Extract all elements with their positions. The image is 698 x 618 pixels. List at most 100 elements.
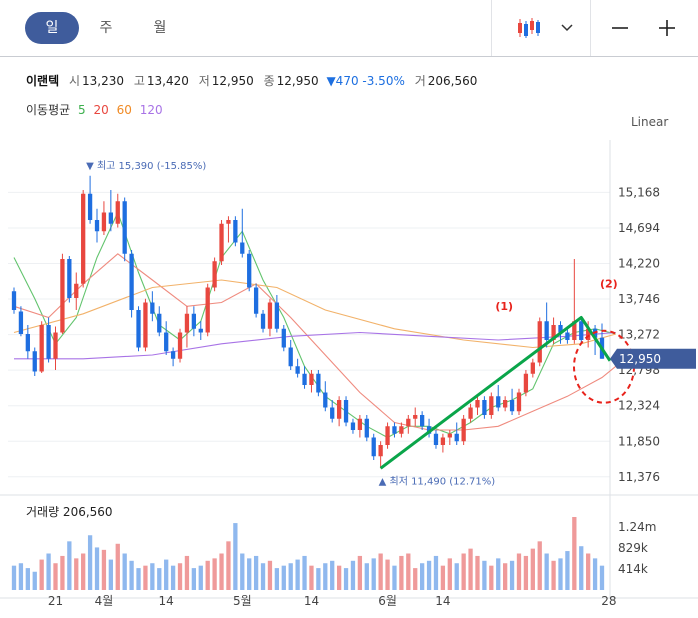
volume-bar	[599, 565, 605, 590]
chart-type-button[interactable]	[505, 0, 585, 56]
x-tick-label: 6월	[378, 594, 397, 608]
x-tick-label: 21	[48, 594, 63, 608]
ma-legend-120: 120	[139, 103, 163, 117]
volume-bar	[530, 548, 535, 590]
candle-body	[357, 418, 363, 430]
volume-bar	[212, 558, 217, 590]
volume-bar	[364, 563, 369, 590]
volume-bar	[101, 549, 107, 590]
candle-body	[343, 400, 349, 423]
tab-day[interactable]: 일	[25, 12, 79, 44]
x-tick-label: 14	[435, 594, 450, 608]
stock-name: 이랜텍	[26, 74, 60, 88]
volume-bar	[468, 548, 473, 590]
candle-body	[260, 313, 266, 329]
volume-bar	[288, 563, 293, 590]
volume-bar	[537, 541, 542, 590]
min-annotation: ▲ 최저 11,490 (12.71%)	[379, 475, 496, 487]
volume-bar	[233, 523, 238, 590]
candle-body	[440, 437, 446, 445]
volume-bar	[143, 565, 148, 590]
candle-body	[157, 313, 162, 333]
volume-bar	[572, 517, 577, 590]
candle-body	[198, 328, 203, 333]
volume-bar	[579, 546, 584, 590]
volume-bar	[509, 560, 515, 590]
candle-body	[108, 212, 113, 224]
volume-bar	[295, 559, 300, 590]
volume-bar	[489, 565, 494, 590]
y-tick-label: 13,746	[618, 292, 660, 306]
candle-body	[46, 325, 51, 359]
volume-bar	[74, 558, 79, 590]
volume-bar	[371, 558, 376, 590]
volume-bar	[267, 560, 273, 590]
zoom-in-icon	[659, 20, 675, 36]
open-value: 13,230	[82, 74, 124, 88]
volume-bar	[274, 568, 280, 590]
candle-body	[413, 415, 418, 419]
volume-bar	[184, 555, 190, 590]
volume-bar	[53, 563, 58, 590]
volume-bar	[323, 563, 328, 590]
top-toolbar: 일 주 월	[0, 0, 698, 57]
tab-week[interactable]: 주	[99, 20, 113, 36]
close-label: 종	[263, 74, 275, 88]
candle-body	[309, 373, 314, 385]
volume-bar	[426, 560, 432, 590]
candle-body	[39, 325, 44, 372]
volume-bar	[205, 560, 210, 590]
volume-bar	[343, 568, 349, 590]
volume-label: 거	[414, 74, 426, 88]
candle-body	[25, 334, 30, 352]
x-tick-label: 4월	[95, 594, 114, 608]
volume-bar	[406, 553, 411, 590]
price-tag	[610, 348, 696, 369]
candle-body	[489, 396, 494, 415]
y-tick-label: 14,694	[618, 221, 660, 235]
volume-tick-label: 414k	[618, 562, 648, 576]
candle-body	[406, 418, 411, 427]
volume-tick-label: 829k	[618, 541, 648, 555]
candle-body	[399, 426, 404, 434]
zoom-in-button[interactable]	[645, 0, 689, 56]
low-label: 저	[198, 74, 210, 88]
candle-body	[32, 351, 37, 372]
candle-body	[115, 201, 120, 224]
candle-body	[143, 302, 148, 348]
candle-body	[551, 325, 556, 340]
volume-bar	[330, 560, 335, 590]
volume-bar	[496, 558, 501, 590]
volume-bar	[115, 543, 120, 590]
volume-bar	[503, 563, 508, 590]
close-value: 12,950	[276, 74, 319, 88]
volume-bar	[399, 555, 404, 590]
volume-bar	[336, 565, 342, 590]
candle-body	[579, 321, 584, 340]
trend-line	[379, 316, 612, 470]
volume-bar	[586, 553, 591, 590]
x-tick-label: 14	[159, 594, 174, 608]
candle-body	[136, 310, 141, 348]
candle-body	[267, 302, 273, 329]
ma-legend-20: 20	[93, 103, 109, 117]
candle-body	[212, 261, 217, 288]
candle-body	[336, 400, 342, 419]
volume-bar	[551, 560, 556, 590]
candle-body	[18, 311, 24, 334]
candle-body	[240, 242, 245, 254]
volume-bar	[482, 560, 487, 590]
volume-bar	[558, 558, 563, 590]
candle-body	[60, 259, 65, 333]
candle-body	[468, 407, 473, 419]
volume-title: 거래량 206,560	[26, 505, 113, 519]
tab-month[interactable]: 월	[153, 20, 167, 36]
zoom-out-button[interactable]	[598, 0, 642, 56]
volume-bar	[378, 553, 383, 590]
candle-body	[509, 400, 515, 412]
volume-bar	[385, 559, 390, 590]
y-tick-label: 11,850	[618, 434, 660, 448]
scale-selector[interactable]: Linear	[631, 115, 669, 129]
candle-body	[454, 433, 459, 442]
